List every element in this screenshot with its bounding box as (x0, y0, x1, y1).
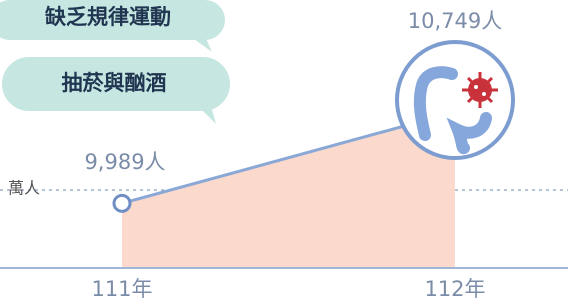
annotation: 抽菸與酗酒 (62, 71, 167, 95)
value-label: 10,749人 (408, 9, 502, 33)
point (114, 195, 130, 211)
unit-label: 萬人 (8, 179, 40, 198)
x-tick-label: 111年 (91, 277, 152, 300)
intestine-icon (397, 42, 513, 158)
value-label: 9,989人 (84, 150, 165, 174)
annotation: 缺乏規律運動 (45, 5, 171, 29)
x-tick-label: 112年 (424, 277, 485, 300)
chart: 缺乏規律運動 抽菸與酗酒 萬人 9,989人 111年 10,749人 112年 (0, 0, 568, 300)
